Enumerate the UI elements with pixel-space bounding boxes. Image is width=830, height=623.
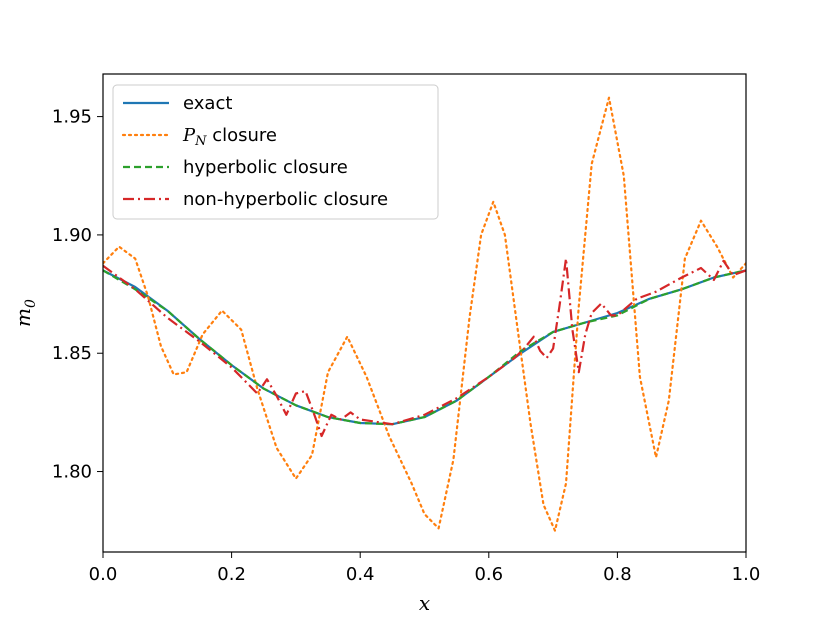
x-tick-label: 1.0 <box>732 564 761 585</box>
y-tick-label: 1.90 <box>52 225 92 246</box>
x-tick-label: 0.4 <box>346 564 375 585</box>
legend-box <box>112 84 439 220</box>
tick-layer: 0.0 0.2 0.4 0.6 0.8 1.0 1.80 1.85 1.90 1.95 <box>52 107 760 585</box>
x-tick-label: 0.6 <box>474 564 503 585</box>
legend-label-exact: exact <box>183 93 232 114</box>
y-axis-label-subscript: 0 <box>23 299 39 308</box>
y-axis-label: m0 <box>11 299 39 327</box>
x-tick-label: 0.2 <box>217 564 246 585</box>
legend-label-pn-closure: PN closure <box>182 125 277 149</box>
y-tick-label: 1.80 <box>52 462 92 483</box>
series-line-non-hyperbolic-closure <box>103 257 746 438</box>
y-tick-label: 1.85 <box>52 343 92 364</box>
legend-label-hyperbolic-closure: hyperbolic closure <box>183 157 348 178</box>
plot-frame <box>102 73 747 553</box>
series-line-pn-closure <box>103 96 746 532</box>
series-line-hyperbolic-closure <box>103 269 746 426</box>
x-tick-label: 0.8 <box>603 564 632 585</box>
series-layer <box>103 96 746 532</box>
x-tick-label: 0.0 <box>89 564 118 585</box>
legend-pn-base: P <box>182 125 196 146</box>
y-tick-label: 1.95 <box>52 107 92 128</box>
x-axis-label: x <box>419 591 430 615</box>
y-axis-label-base: m <box>11 308 35 327</box>
legend: exact PN closure hyperbolic closure non-… <box>112 84 439 220</box>
legend-pn-suffix: closure <box>207 125 278 146</box>
legend-pn-subscript: N <box>194 134 207 149</box>
legend-label-non-hyperbolic-closure: non-hyperbolic closure <box>183 189 388 210</box>
